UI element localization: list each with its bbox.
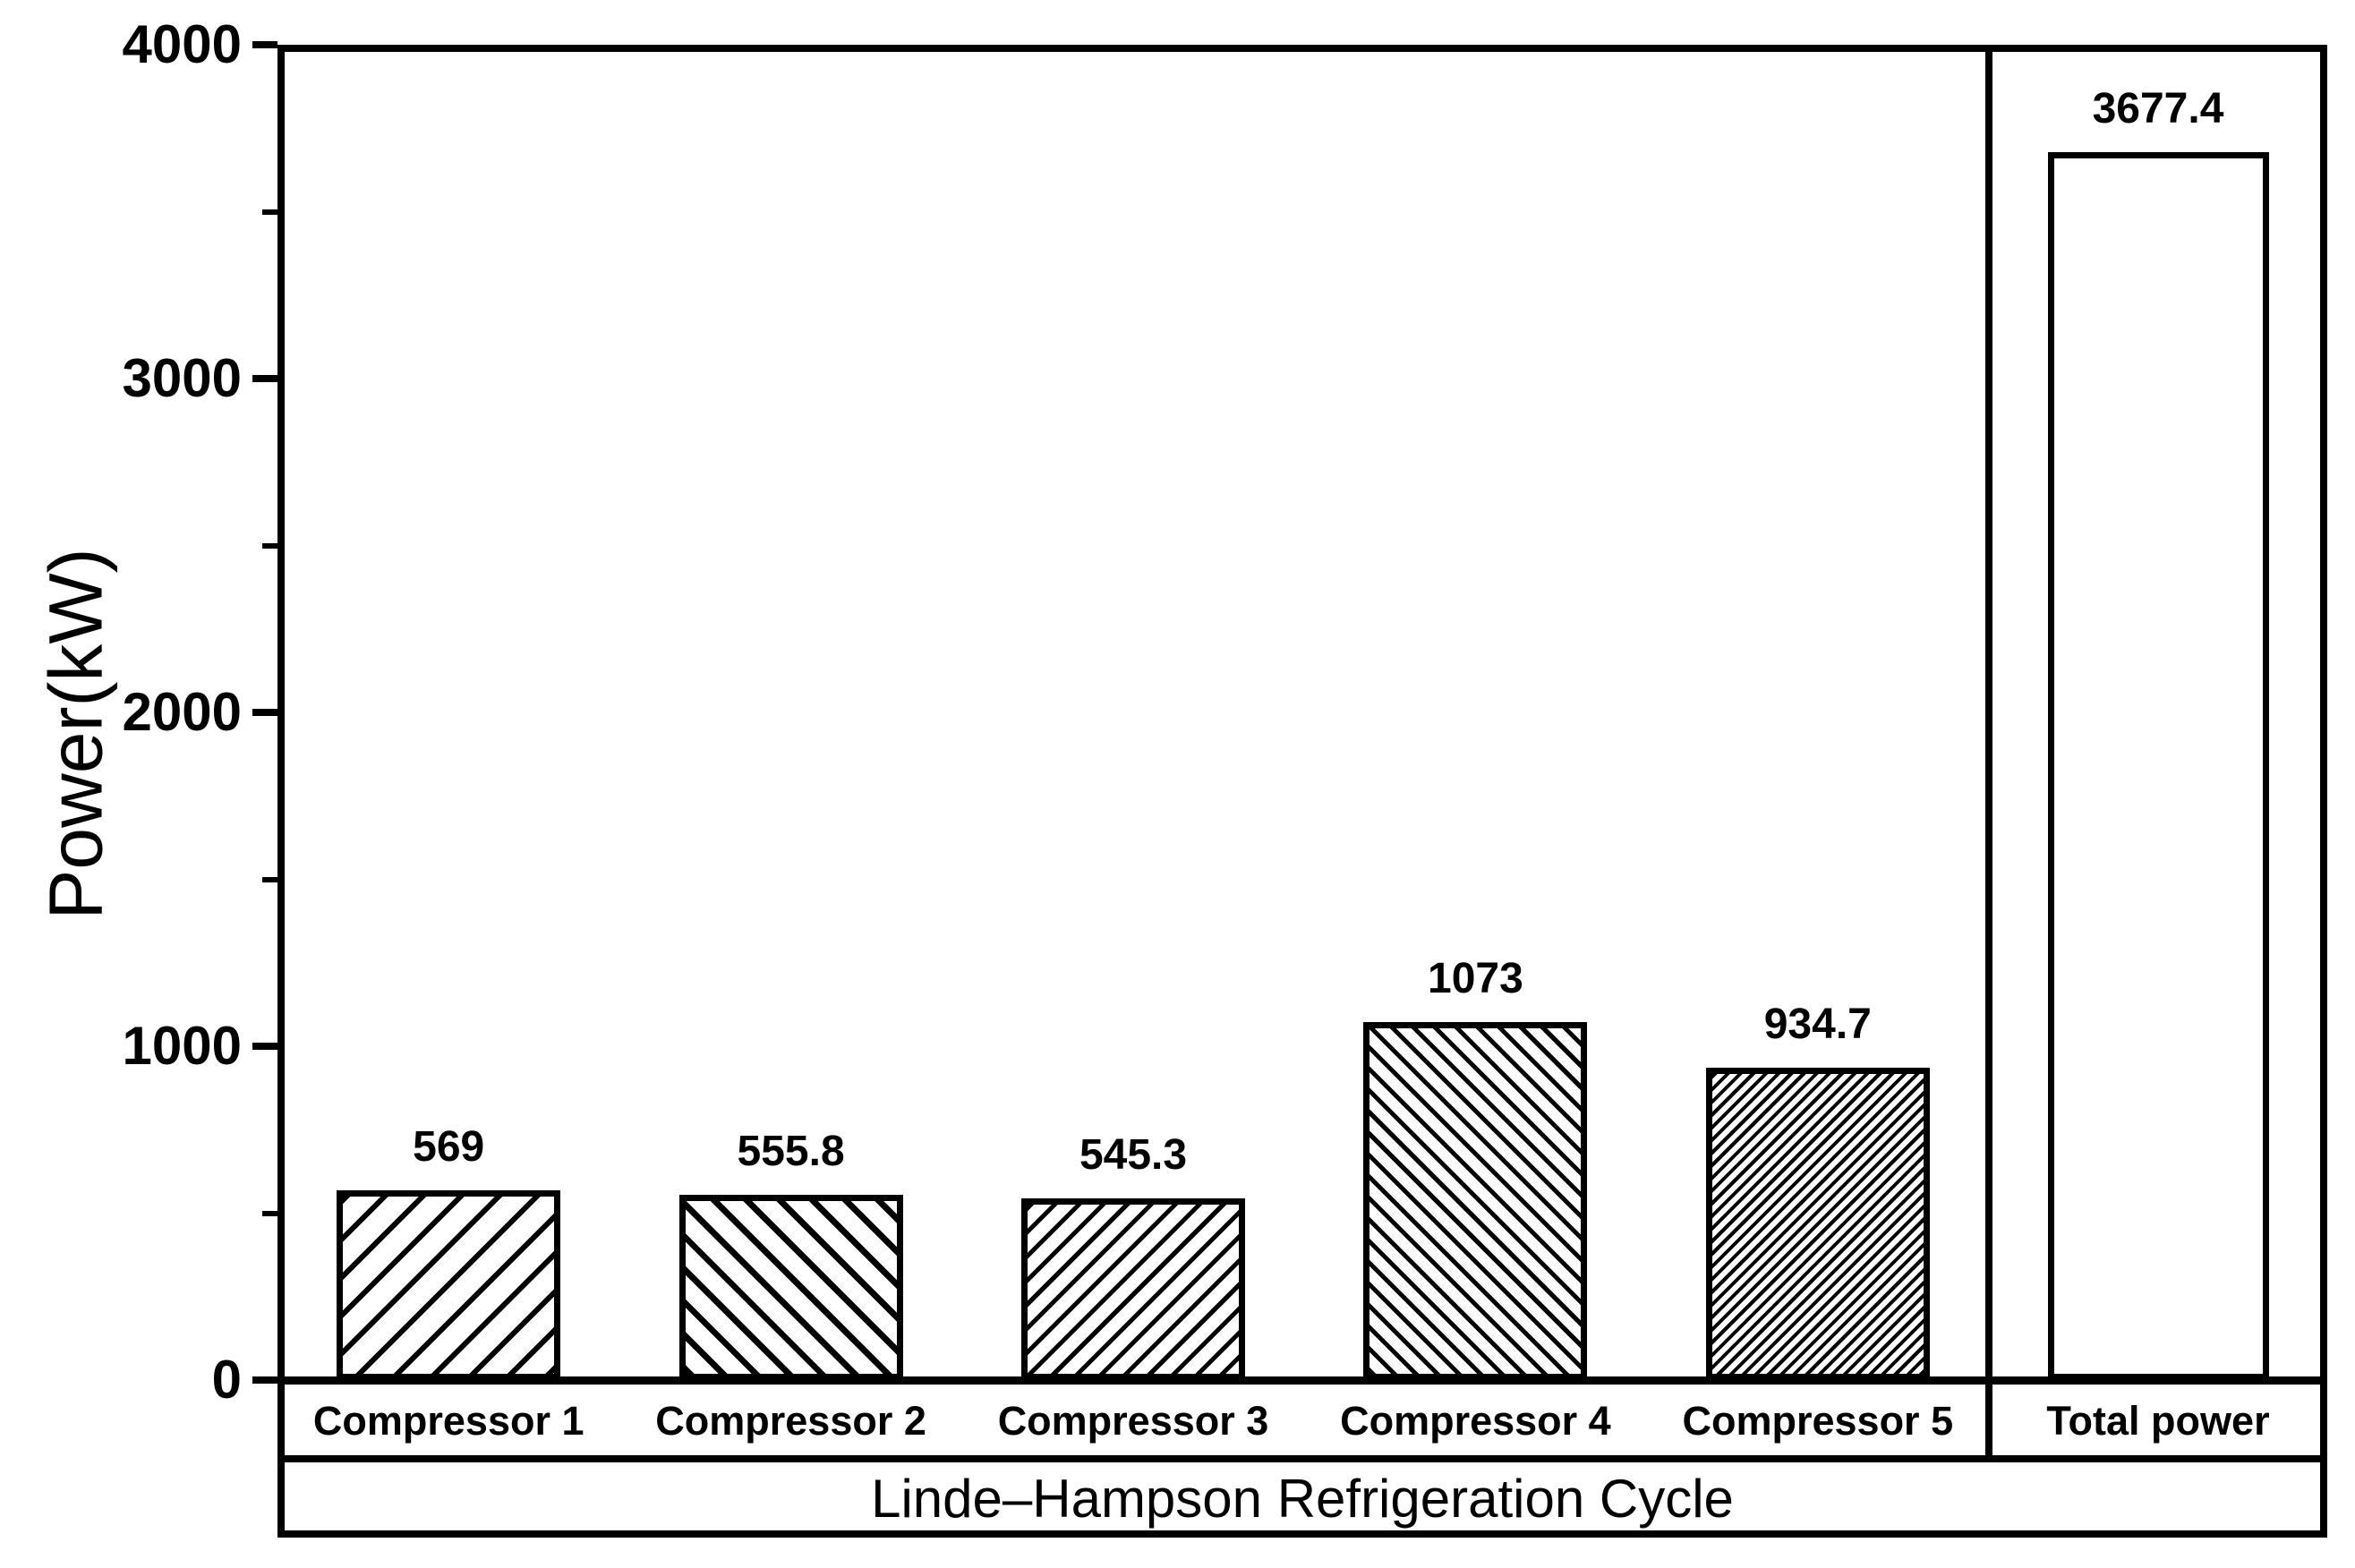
y-axis-minor-tick (262, 876, 277, 882)
y-axis-major-tick (252, 375, 277, 382)
category-label-compressor-3: Compressor 3 (997, 1398, 1269, 1444)
bar-value-label-compressor-5: 934.7 (1763, 1001, 1872, 1049)
category-band-divider-line (277, 1455, 2327, 1462)
category-label-compressor-4: Compressor 4 (1340, 1398, 1611, 1444)
bar-value-label-compressor-3: 545.3 (1079, 1130, 1188, 1179)
bar-value-label-compressor-2: 555.8 (737, 1127, 845, 1175)
panel-divider-line (1985, 45, 1992, 1459)
x-axis-title: Linde–Hampson Refrigeration Cycle (871, 1469, 1734, 1529)
bar-value-label-compressor-4: 1073 (1428, 954, 1523, 1002)
y-axis-major-tick (252, 709, 277, 716)
y-axis-minor-tick (262, 542, 277, 549)
y-axis-minor-tick (262, 209, 277, 215)
y-tick-label: 0 (211, 1350, 242, 1410)
bar-compressor-4 (1363, 1021, 1588, 1380)
plot-frame (277, 45, 2327, 1538)
y-axis-major-tick (252, 1043, 277, 1050)
x-axis-line (277, 1376, 2327, 1385)
bar-compressor-5 (1705, 1068, 1930, 1380)
bar-compressor-3 (1021, 1197, 1245, 1380)
y-tick-label: 2000 (122, 682, 242, 742)
bar-compressor-1 (337, 1189, 561, 1380)
y-tick-label: 1000 (122, 1016, 242, 1076)
bar-total-power (2047, 152, 2269, 1380)
y-tick-label: 4000 (122, 14, 242, 74)
y-axis-minor-tick (262, 1210, 277, 1216)
category-label-compressor-5: Compressor 5 (1682, 1398, 1954, 1444)
bar-compressor-2 (678, 1194, 903, 1380)
category-label-compressor-1: Compressor 1 (312, 1398, 584, 1444)
category-label-compressor-2: Compressor 2 (655, 1398, 926, 1444)
bar-value-label-total-power: 3677.4 (2092, 85, 2224, 133)
bar-value-label-compressor-1: 569 (413, 1122, 485, 1171)
y-axis-major-tick (252, 41, 277, 48)
category-label-total-power: Total power (2046, 1398, 2270, 1444)
y-tick-label: 3000 (122, 348, 242, 408)
y-axis-major-tick (252, 1376, 277, 1384)
